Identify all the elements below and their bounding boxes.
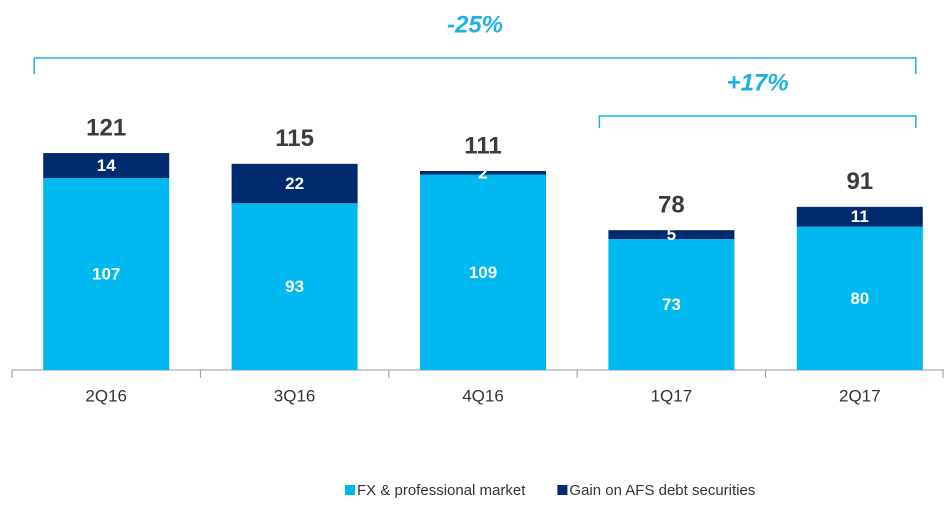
bar-segment [231, 163, 358, 204]
legend-label: FX & professional market [357, 482, 526, 499]
legend-swatch [345, 485, 355, 495]
annotation-text: +17% [727, 69, 789, 96]
x-tick-label: 3Q16 [274, 386, 316, 405]
annotation-bracket [33, 57, 917, 74]
x-tick-label: 4Q16 [462, 386, 504, 405]
bar-segment [420, 174, 546, 370]
segment-label: 5 [667, 225, 676, 244]
annotation-text: -25% [447, 11, 503, 38]
segment-label: 73 [662, 295, 681, 314]
bar-segment [231, 203, 358, 370]
total-label: 121 [86, 114, 126, 141]
segment-label: 109 [469, 263, 497, 282]
bar-segment [796, 226, 923, 370]
x-tick-label: 2Q16 [85, 386, 127, 405]
legend-swatch [557, 485, 568, 495]
segment-label: 14 [97, 156, 116, 175]
bar-segment [608, 239, 735, 370]
segment-label: 107 [92, 265, 120, 284]
segment-label: 93 [285, 277, 304, 296]
bar-segment [608, 230, 735, 240]
bar-segment [420, 170, 546, 175]
segment-label: 11 [851, 207, 869, 226]
segment-label: 22 [285, 174, 304, 193]
total-label: 111 [464, 132, 501, 159]
bar-segment [796, 206, 923, 227]
bar-segment [43, 178, 170, 370]
x-tick-label: 1Q17 [651, 386, 693, 405]
legend-label: Gain on AFS debt securities [569, 482, 755, 499]
bar-segment [43, 153, 170, 179]
annotation-bracket [598, 115, 917, 128]
x-tick-label: 2Q17 [839, 386, 881, 405]
segment-label: 80 [850, 289, 869, 308]
total-label: 91 [846, 168, 873, 195]
segment-label: 2 [478, 163, 487, 182]
total-label: 78 [658, 192, 685, 219]
total-label: 115 [275, 125, 314, 152]
